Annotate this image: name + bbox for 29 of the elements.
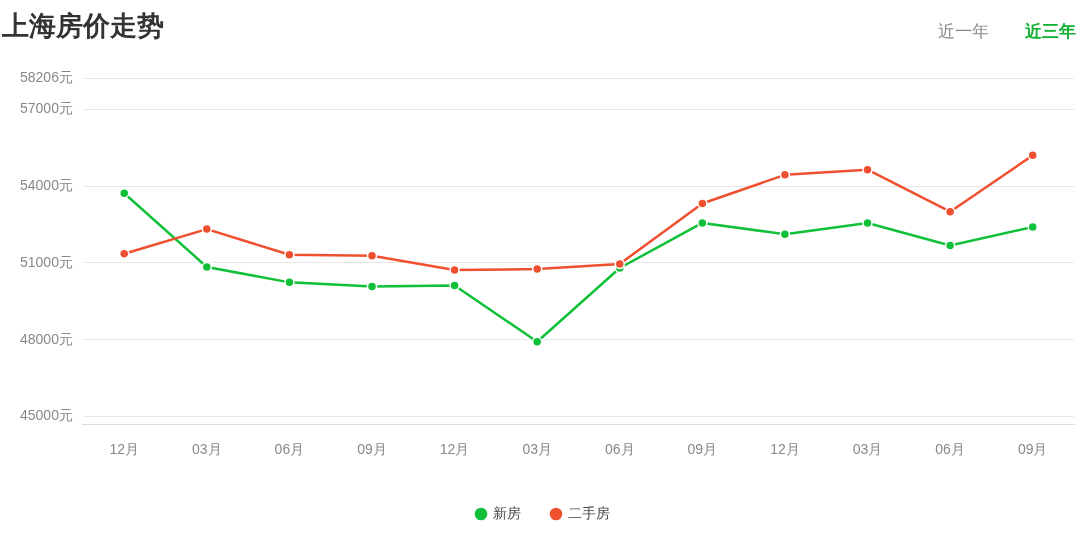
point <box>366 281 378 292</box>
x-tick-label: 06月 <box>935 441 965 458</box>
point <box>614 258 626 270</box>
chart-title: 上海房价走势 <box>2 9 164 43</box>
point <box>944 240 956 251</box>
x-tick-label: 03月 <box>522 441 552 458</box>
legend-label: 二手房 <box>568 504 610 521</box>
x-tick-label: 03月 <box>852 441 883 458</box>
text: 近三年 <box>1025 21 1076 41</box>
point <box>449 280 460 291</box>
x-tick-label: 09月 <box>1017 441 1048 458</box>
point <box>697 198 708 209</box>
x-tick-label: 09月 <box>687 441 718 458</box>
y-tick-label: 57000元 <box>19 100 73 117</box>
legend-label: 新房 <box>493 504 521 521</box>
x-tick-label: 06月 <box>274 441 305 458</box>
text: 近一年 <box>938 21 989 41</box>
y-tick-label: 54000元 <box>19 176 73 193</box>
x-tick-label: 12月 <box>109 441 140 458</box>
x-tick-label: 12月 <box>770 441 800 458</box>
x-tick-label: 06月 <box>604 441 635 458</box>
y-tick-label: 58206元 <box>19 69 73 86</box>
y-tick-label: 51000元 <box>19 253 73 270</box>
x-tick-label: 09月 <box>357 441 387 458</box>
point <box>1027 150 1038 161</box>
y-tick-label: 45000元 <box>19 407 73 424</box>
y-tick-label: 48000元 <box>19 330 73 347</box>
x-tick-label: 03月 <box>192 441 222 458</box>
x-tick-label: 12月 <box>439 441 470 458</box>
